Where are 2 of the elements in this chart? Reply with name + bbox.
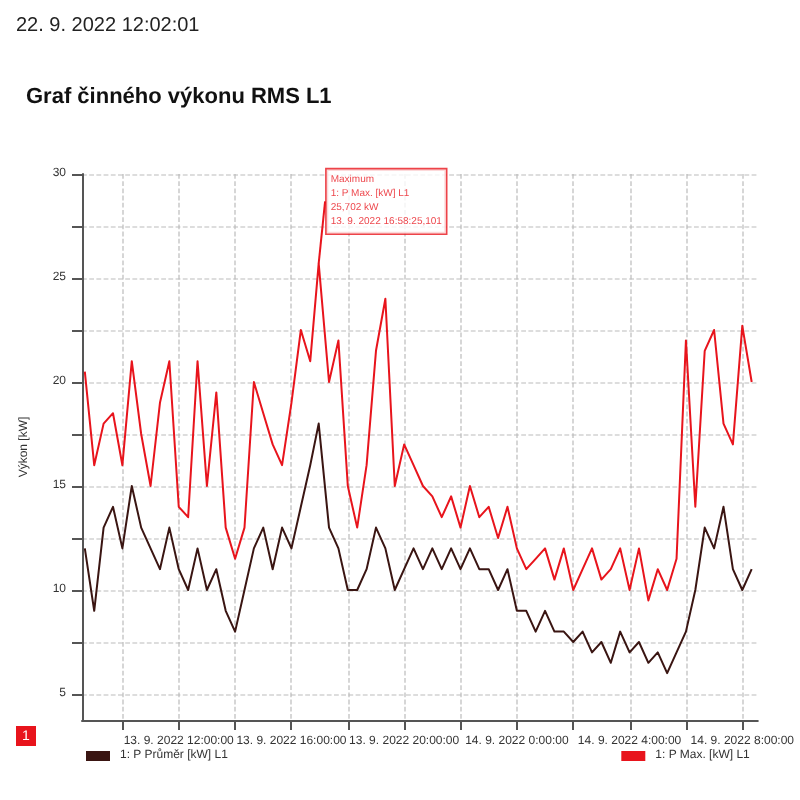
chart-title: Graf činného výkonu RMS L1: [26, 85, 332, 109]
text: 22. 9. 2022 12:02:01: [16, 15, 201, 37]
